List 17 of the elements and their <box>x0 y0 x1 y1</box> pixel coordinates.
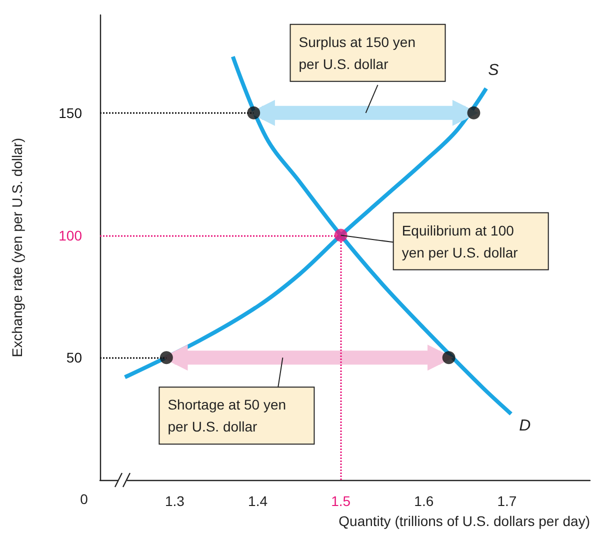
point <box>334 228 348 242</box>
x-tick-label: 1.4 <box>248 493 268 509</box>
x-tick-label: 1.7 <box>497 493 517 509</box>
x-tick-label: 1.3 <box>165 493 185 509</box>
annotation: Surplus at 150 yen per U.S. dollar <box>298 34 420 72</box>
x-axis-title: Quantity (trillions of U.S. dollars per day) <box>338 513 590 529</box>
annotation: Shortage at 50 yen per U.S. dollar <box>168 396 290 435</box>
text: 0 <box>80 491 88 507</box>
y-tick-label: 100 <box>58 227 82 244</box>
series-label: S <box>488 62 500 79</box>
x-tick-label: 1.5 <box>331 493 351 509</box>
y-tick-label: 50 <box>66 350 82 366</box>
y-tick-label: 150 <box>58 104 82 121</box>
y-axis-title: Exchange rate (yen per U.S. dollar) <box>9 138 25 358</box>
series-label: D <box>519 417 532 434</box>
annotation: Equilibrium at 100 yen per U.S. dollar <box>402 222 518 260</box>
x-tick-label: 1.6 <box>414 493 434 509</box>
